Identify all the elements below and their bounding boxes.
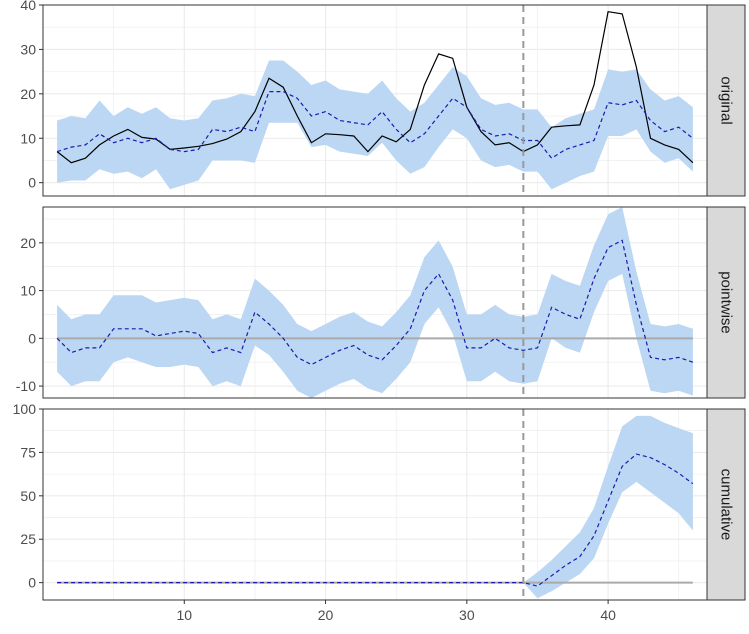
- facet-strip-pointwise: pointwise: [706, 206, 746, 399]
- confidence-band: [57, 415, 693, 599]
- panel-cumulative: 0 25 50 75 100 cumulative: [13, 401, 746, 601]
- confidence-band: [57, 60, 693, 190]
- x-tick-label: 20: [318, 607, 334, 623]
- facet-strip-label: cumulative: [718, 469, 735, 541]
- facet-strip-label: original: [718, 76, 735, 124]
- x-tick-label: 30: [459, 607, 475, 623]
- y-tick-label: 40: [20, 0, 36, 13]
- facet-strip-background: [706, 408, 746, 601]
- facet-strip-cumulative: cumulative: [706, 408, 746, 601]
- facet-strip-background: [706, 4, 746, 197]
- y-tick-label: 50: [20, 488, 36, 504]
- y-tick-label: 20: [20, 86, 36, 102]
- y-tick-label: 30: [20, 41, 36, 57]
- y-tick-label: 25: [20, 531, 36, 547]
- series-predicted: [57, 453, 694, 587]
- y-tick-label: 10: [20, 130, 36, 146]
- y-tick-label: 100: [13, 401, 37, 417]
- series-actual: [56, 11, 694, 164]
- confidence-band: [57, 207, 693, 398]
- y-tick-label: 0: [28, 575, 36, 591]
- facet-strip-background: [706, 206, 746, 399]
- x-axis: 10 20 30 40: [176, 600, 616, 623]
- y-tick-label: 75: [20, 444, 36, 460]
- panel-pointwise: -10 0 10 20 pointwise: [16, 206, 746, 399]
- panel-original: 0 10 20 30 40 original: [20, 0, 746, 197]
- series-predicted: [56, 90, 694, 159]
- y-tick-label: 10: [20, 283, 36, 299]
- x-tick-label: 40: [600, 607, 616, 623]
- y-tick-label: -10: [16, 378, 36, 394]
- x-tick-label: 10: [176, 607, 192, 623]
- facet-strip-label: pointwise: [718, 271, 735, 334]
- y-tick-label: 20: [20, 235, 36, 251]
- facet-strip-original: original: [706, 4, 746, 197]
- y-tick-label: 0: [28, 330, 36, 346]
- y-tick-label: 0: [28, 175, 36, 191]
